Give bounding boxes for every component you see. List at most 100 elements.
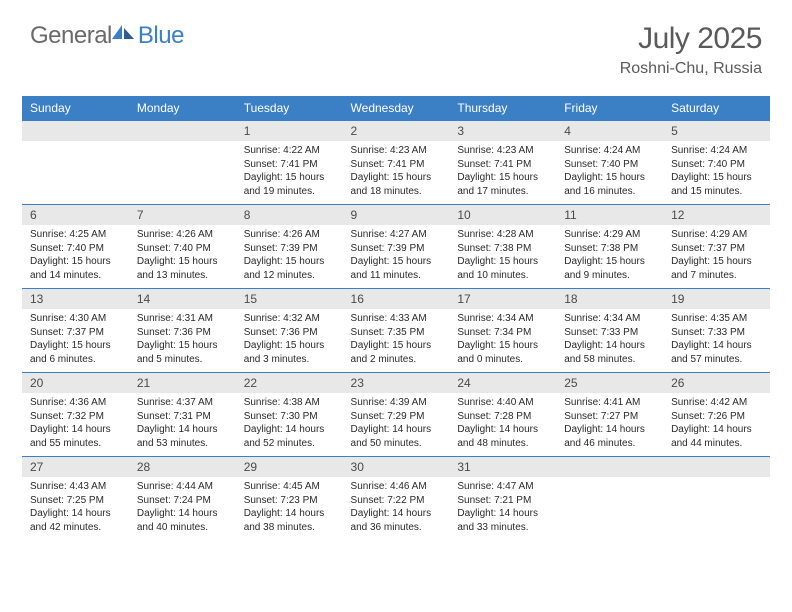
daylight-line: Daylight: 15 hours and 2 minutes. bbox=[351, 339, 442, 366]
sunrise-line: Sunrise: 4:26 AM bbox=[137, 228, 228, 242]
sunset-line: Sunset: 7:27 PM bbox=[564, 410, 655, 424]
day-cell: Sunrise: 4:42 AMSunset: 7:26 PMDaylight:… bbox=[663, 393, 770, 457]
daylight-line: Daylight: 14 hours and 46 minutes. bbox=[564, 423, 655, 450]
daylight-line: Daylight: 14 hours and 58 minutes. bbox=[564, 339, 655, 366]
daylight-line: Daylight: 14 hours and 48 minutes. bbox=[457, 423, 548, 450]
day-header: Thursday bbox=[449, 96, 556, 121]
sunrise-line: Sunrise: 4:24 AM bbox=[671, 144, 762, 158]
sunset-line: Sunset: 7:37 PM bbox=[671, 242, 762, 256]
day-number: 24 bbox=[449, 373, 556, 394]
sunset-line: Sunset: 7:26 PM bbox=[671, 410, 762, 424]
sunset-line: Sunset: 7:24 PM bbox=[137, 494, 228, 508]
daylight-line: Daylight: 14 hours and 57 minutes. bbox=[671, 339, 762, 366]
day-number: 27 bbox=[22, 457, 129, 478]
day-cell: Sunrise: 4:32 AMSunset: 7:36 PMDaylight:… bbox=[236, 309, 343, 373]
daylight-line: Daylight: 14 hours and 33 minutes. bbox=[457, 507, 548, 534]
sunrise-line: Sunrise: 4:40 AM bbox=[457, 396, 548, 410]
day-number: 18 bbox=[556, 289, 663, 310]
sunset-line: Sunset: 7:40 PM bbox=[564, 158, 655, 172]
day-number: 8 bbox=[236, 205, 343, 226]
day-header: Friday bbox=[556, 96, 663, 121]
sunrise-line: Sunrise: 4:31 AM bbox=[137, 312, 228, 326]
sunrise-line: Sunrise: 4:23 AM bbox=[457, 144, 548, 158]
week-number-row: 12345 bbox=[22, 121, 770, 142]
daylight-line: Daylight: 15 hours and 13 minutes. bbox=[137, 255, 228, 282]
sunrise-line: Sunrise: 4:36 AM bbox=[30, 396, 121, 410]
daylight-line: Daylight: 15 hours and 10 minutes. bbox=[457, 255, 548, 282]
day-cell: Sunrise: 4:23 AMSunset: 7:41 PMDaylight:… bbox=[449, 141, 556, 205]
daylight-line: Daylight: 15 hours and 16 minutes. bbox=[564, 171, 655, 198]
sunset-line: Sunset: 7:28 PM bbox=[457, 410, 548, 424]
sunset-line: Sunset: 7:33 PM bbox=[671, 326, 762, 340]
sunrise-line: Sunrise: 4:27 AM bbox=[351, 228, 442, 242]
sunrise-line: Sunrise: 4:29 AM bbox=[564, 228, 655, 242]
title-block: July 2025 Roshni-Chu, Russia bbox=[620, 22, 762, 78]
week-number-row: 20212223242526 bbox=[22, 373, 770, 394]
daylight-line: Daylight: 14 hours and 40 minutes. bbox=[137, 507, 228, 534]
sunset-line: Sunset: 7:21 PM bbox=[457, 494, 548, 508]
daylight-line: Daylight: 14 hours and 53 minutes. bbox=[137, 423, 228, 450]
daylight-line: Daylight: 15 hours and 11 minutes. bbox=[351, 255, 442, 282]
logo-sail-icon bbox=[112, 23, 134, 41]
daylight-line: Daylight: 14 hours and 42 minutes. bbox=[30, 507, 121, 534]
day-cell: Sunrise: 4:35 AMSunset: 7:33 PMDaylight:… bbox=[663, 309, 770, 373]
day-number: 7 bbox=[129, 205, 236, 226]
sunrise-line: Sunrise: 4:23 AM bbox=[351, 144, 442, 158]
day-cell: Sunrise: 4:45 AMSunset: 7:23 PMDaylight:… bbox=[236, 477, 343, 540]
day-number bbox=[556, 457, 663, 478]
sunset-line: Sunset: 7:37 PM bbox=[30, 326, 121, 340]
sunrise-line: Sunrise: 4:34 AM bbox=[457, 312, 548, 326]
daylight-line: Daylight: 14 hours and 52 minutes. bbox=[244, 423, 335, 450]
week-content-row: Sunrise: 4:22 AM Sunset: 7:41 PM Daylight:… bbox=[22, 141, 770, 205]
sunrise-line: Sunrise: 4:38 AM bbox=[244, 396, 335, 410]
day-number: 14 bbox=[129, 289, 236, 310]
day-number: 22 bbox=[236, 373, 343, 394]
sunrise-line: Sunrise: 4:42 AM bbox=[671, 396, 762, 410]
day-number: 5 bbox=[663, 121, 770, 142]
sunrise-line: Sunrise: 4:44 AM bbox=[137, 480, 228, 494]
day-cell: Sunrise: 4:24 AMSunset: 7:40 PMDaylight:… bbox=[556, 141, 663, 205]
sunrise-line: Sunrise: 4:22 AM bbox=[244, 144, 335, 158]
sunrise-line: Sunrise: 4:32 AM bbox=[244, 312, 335, 326]
day-number: 31 bbox=[449, 457, 556, 478]
sunset-line: Sunset: 7:41 PM bbox=[351, 158, 442, 172]
day-cell: Sunrise: 4:36 AMSunset: 7:32 PMDaylight:… bbox=[22, 393, 129, 457]
sunrise-line: Sunrise: 4:24 AM bbox=[564, 144, 655, 158]
day-number: 30 bbox=[343, 457, 450, 478]
day-number: 3 bbox=[449, 121, 556, 142]
day-header: Sunday bbox=[22, 96, 129, 121]
day-number: 4 bbox=[556, 121, 663, 142]
day-number: 15 bbox=[236, 289, 343, 310]
sunset-line: Sunset: 7:33 PM bbox=[564, 326, 655, 340]
daylight-line: Daylight: 15 hours and 12 minutes. bbox=[244, 255, 335, 282]
location: Roshni-Chu, Russia bbox=[620, 60, 762, 78]
day-number: 2 bbox=[343, 121, 450, 142]
week-content-row: Sunrise: 4:43 AMSunset: 7:25 PMDaylight:… bbox=[22, 477, 770, 540]
day-cell: Sunrise: 4:40 AMSunset: 7:28 PMDaylight:… bbox=[449, 393, 556, 457]
daylight-line: Daylight: 14 hours and 44 minutes. bbox=[671, 423, 762, 450]
sunrise-line: Sunrise: 4:46 AM bbox=[351, 480, 442, 494]
day-cell: Sunrise: 4:39 AMSunset: 7:29 PMDaylight:… bbox=[343, 393, 450, 457]
day-cell: Sunrise: 4:23 AMSunset: 7:41 PMDaylight:… bbox=[343, 141, 450, 205]
sunrise-line: Sunrise: 4:47 AM bbox=[457, 480, 548, 494]
day-cell bbox=[22, 141, 129, 205]
day-cell: Sunrise: 4:27 AMSunset: 7:39 PMDaylight:… bbox=[343, 225, 450, 289]
sunrise-line: Sunrise: 4:39 AM bbox=[351, 396, 442, 410]
sunset-line: Sunset: 7:25 PM bbox=[30, 494, 121, 508]
daylight-line: Daylight: 15 hours and 19 minutes. bbox=[244, 171, 335, 198]
sunset-line: Sunset: 7:35 PM bbox=[351, 326, 442, 340]
day-cell bbox=[129, 141, 236, 205]
daylight-line: Daylight: 14 hours and 38 minutes. bbox=[244, 507, 335, 534]
sunrise-line: Sunrise: 4:28 AM bbox=[457, 228, 548, 242]
day-cell: Sunrise: 4:25 AMSunset: 7:40 PMDaylight:… bbox=[22, 225, 129, 289]
week-content-row: Sunrise: 4:36 AMSunset: 7:32 PMDaylight:… bbox=[22, 393, 770, 457]
sunset-line: Sunset: 7:40 PM bbox=[137, 242, 228, 256]
day-cell: Sunrise: 4:26 AMSunset: 7:40 PMDaylight:… bbox=[129, 225, 236, 289]
daylight-line: Daylight: 15 hours and 7 minutes. bbox=[671, 255, 762, 282]
daylight-line: Daylight: 14 hours and 36 minutes. bbox=[351, 507, 442, 534]
day-cell: Sunrise: 4:33 AMSunset: 7:35 PMDaylight:… bbox=[343, 309, 450, 373]
sunset-line: Sunset: 7:29 PM bbox=[351, 410, 442, 424]
day-number: 29 bbox=[236, 457, 343, 478]
sunrise-line: Sunrise: 4:45 AM bbox=[244, 480, 335, 494]
week-content-row: Sunrise: 4:30 AMSunset: 7:37 PMDaylight:… bbox=[22, 309, 770, 373]
